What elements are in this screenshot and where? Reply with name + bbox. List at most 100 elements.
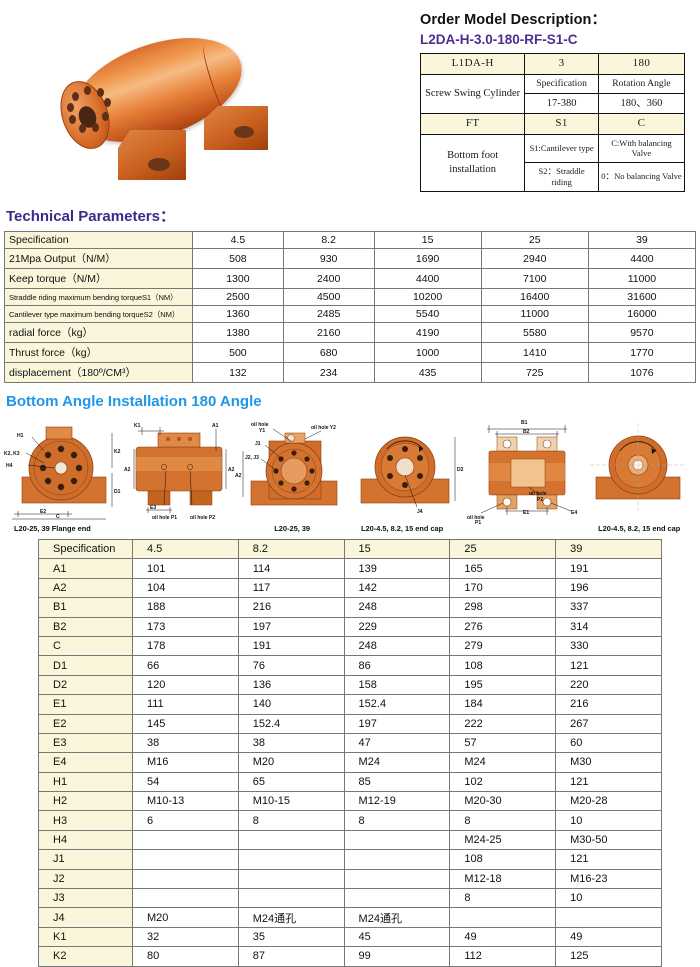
tech-column-header: 39 [587, 231, 697, 249]
dimension-cell: 188 [131, 597, 239, 618]
dimension-cell [131, 849, 239, 870]
tech-cell: 508 [192, 248, 284, 269]
tech-row-label: Keep torque（N/M） [4, 268, 193, 289]
dimension-cell: 60 [555, 732, 662, 754]
dimension-cell: 8 [449, 888, 557, 909]
bolt-hole [72, 92, 79, 101]
order-cell-spec-label: Specification [524, 73, 599, 94]
order-table-row-desc-bottom: 17-380 180、360 [421, 92, 686, 114]
drawing-caption-4: L20-4.5, 8.2, 15 end cap [361, 524, 444, 533]
tech-column-header: 25 [480, 231, 589, 249]
tech-row: radial force（kg） 1380 2160 4190 5580 9570 [4, 322, 697, 343]
dimension-cell: 248 [343, 597, 451, 618]
dimension-cell: 45 [343, 926, 451, 948]
tech-row: Specification 4.5 8.2 15 25 39 [4, 231, 697, 249]
dimension-column-header: 8.2 [237, 538, 345, 560]
order-cell-angle-values: 180、360 [597, 92, 686, 114]
dimension-cell: 125 [555, 946, 662, 967]
dimension-row: H2 M10-13 M10-15 M12-19 M20-30 M20-28 [38, 791, 662, 812]
order-cell-0-desc: 0：No balancing Valve [597, 162, 686, 192]
tech-cell: 725 [480, 362, 589, 383]
dimension-row-label: B1 [38, 597, 133, 618]
dimension-cell: 32 [131, 926, 239, 948]
tech-column-header: 8.2 [282, 231, 375, 249]
dimension-cell: 191 [555, 558, 662, 579]
dimension-cell: 85 [343, 771, 451, 793]
drawing-svg-1: H1 K2, K3 H4 K2 D1 E2 C [4, 426, 121, 520]
tech-cell: 2400 [282, 268, 375, 289]
svg-text:C: C [56, 514, 60, 520]
dimension-row: D1 66 76 86 108 121 [38, 655, 662, 676]
dimension-cell: 49 [555, 926, 662, 948]
tech-cell: 7100 [480, 268, 589, 289]
dimension-cell: 38 [131, 732, 239, 754]
foot-hole-rear [234, 126, 254, 138]
svg-text:K2: K2 [114, 449, 121, 455]
dimension-cell: 178 [131, 635, 239, 657]
dimension-row-label: E1 [38, 694, 133, 715]
tech-cell: 1690 [373, 248, 482, 269]
dimension-cell: M16 [131, 752, 239, 773]
order-cell-angle-code: 180 [597, 53, 686, 75]
dimension-cell: M20 [131, 907, 239, 928]
tech-cell: 1300 [192, 268, 284, 289]
order-cell-angle-label: Rotation Angle [597, 73, 686, 94]
dimension-cell: 6 [131, 810, 239, 831]
dimension-cell: 10 [555, 810, 662, 831]
dimension-cell: M24 [343, 752, 451, 773]
dimension-cell: M10-15 [237, 791, 345, 812]
dimension-row: E1 111 140 152.4 184 216 [38, 694, 662, 715]
dimension-cell: 140 [237, 694, 345, 715]
tech-row: 21Mpa Output（N/M） 508 930 1690 2940 4400 [4, 248, 697, 269]
dimension-cell: 49 [449, 926, 557, 948]
dimension-row-label: H1 [38, 771, 133, 793]
dimension-cell [237, 849, 345, 870]
drawing-caption-1: L20-25, 39 Flange end [14, 524, 91, 533]
dimension-cell: 158 [343, 674, 451, 696]
dimension-row: J1 108 121 [38, 849, 662, 870]
dimension-cell: 337 [555, 597, 662, 618]
dimension-row-label: A1 [38, 558, 133, 579]
bolt-hole [79, 124, 86, 133]
technical-parameters-wrap: Specification 4.5 8.2 15 25 39 21Mpa Output（N/… [0, 231, 700, 383]
dimension-cell: 104 [131, 577, 239, 599]
drawing-svg-4: J4 D2 [360, 436, 464, 515]
product-photo-pane [0, 0, 420, 195]
dimension-cell: 8 [449, 810, 557, 831]
dimension-cell: 8 [343, 810, 451, 831]
dimension-row-label: A2 [38, 577, 133, 599]
order-table-row-codes: L1DA-H 3 180 [419, 53, 686, 75]
dimension-cell: 101 [131, 558, 239, 579]
dimension-table-wrap: Specification 4.5 8.2 15 25 39 A1 101 114 139 165 1… [0, 538, 700, 967]
tech-cell: 16400 [480, 288, 589, 306]
dimension-row: A2 104 117 142 170 196 [38, 577, 662, 599]
foot-hole-front [148, 158, 170, 171]
order-table-row-option-top: Bottom foot installation S1:Cantilever t… [419, 133, 686, 192]
dimension-row: H1 54 65 85 102 121 [38, 771, 662, 793]
dimension-cell: 197 [343, 713, 451, 734]
drawing-side-section-view: K1 A1 A2 A2 E3 oil hole P1 oil hole P2 [120, 415, 235, 533]
bolt-hole [92, 123, 99, 132]
dimension-cell: 35 [237, 926, 345, 948]
dimension-row-label: J2 [38, 868, 133, 890]
order-cell-product-name: Screw Swing Cylinder [419, 73, 526, 114]
dimension-cell: 229 [343, 616, 451, 637]
tech-row: Straddle riding maximum bending torqueS1… [4, 288, 697, 306]
dimension-column-header: 25 [449, 538, 557, 560]
svg-text:oil hole: oil hole [529, 491, 547, 497]
drawing-top-plan-view: B1 B2 E1 oil hole P1 oil hole P2 E4 [467, 415, 581, 533]
order-cell-ft-code: FT [419, 112, 526, 135]
mounting-foot-front [118, 130, 186, 180]
dimension-cell: 111 [131, 694, 239, 715]
dimension-row-label: C [38, 635, 133, 657]
svg-text:A2: A2 [124, 467, 131, 473]
dimension-cell: 80 [131, 946, 239, 967]
dimension-column-header: 15 [343, 538, 451, 560]
dimension-cell: 173 [131, 616, 239, 637]
dimension-row-label: H2 [38, 791, 133, 812]
dimension-row-label: H3 [38, 810, 133, 831]
tech-cell: 5580 [480, 322, 589, 343]
order-table-row-desc-top: Screw Swing Cylinder Specification Rotat… [419, 73, 686, 114]
bolt-hole [102, 112, 109, 121]
dimension-cell: 170 [449, 577, 557, 599]
